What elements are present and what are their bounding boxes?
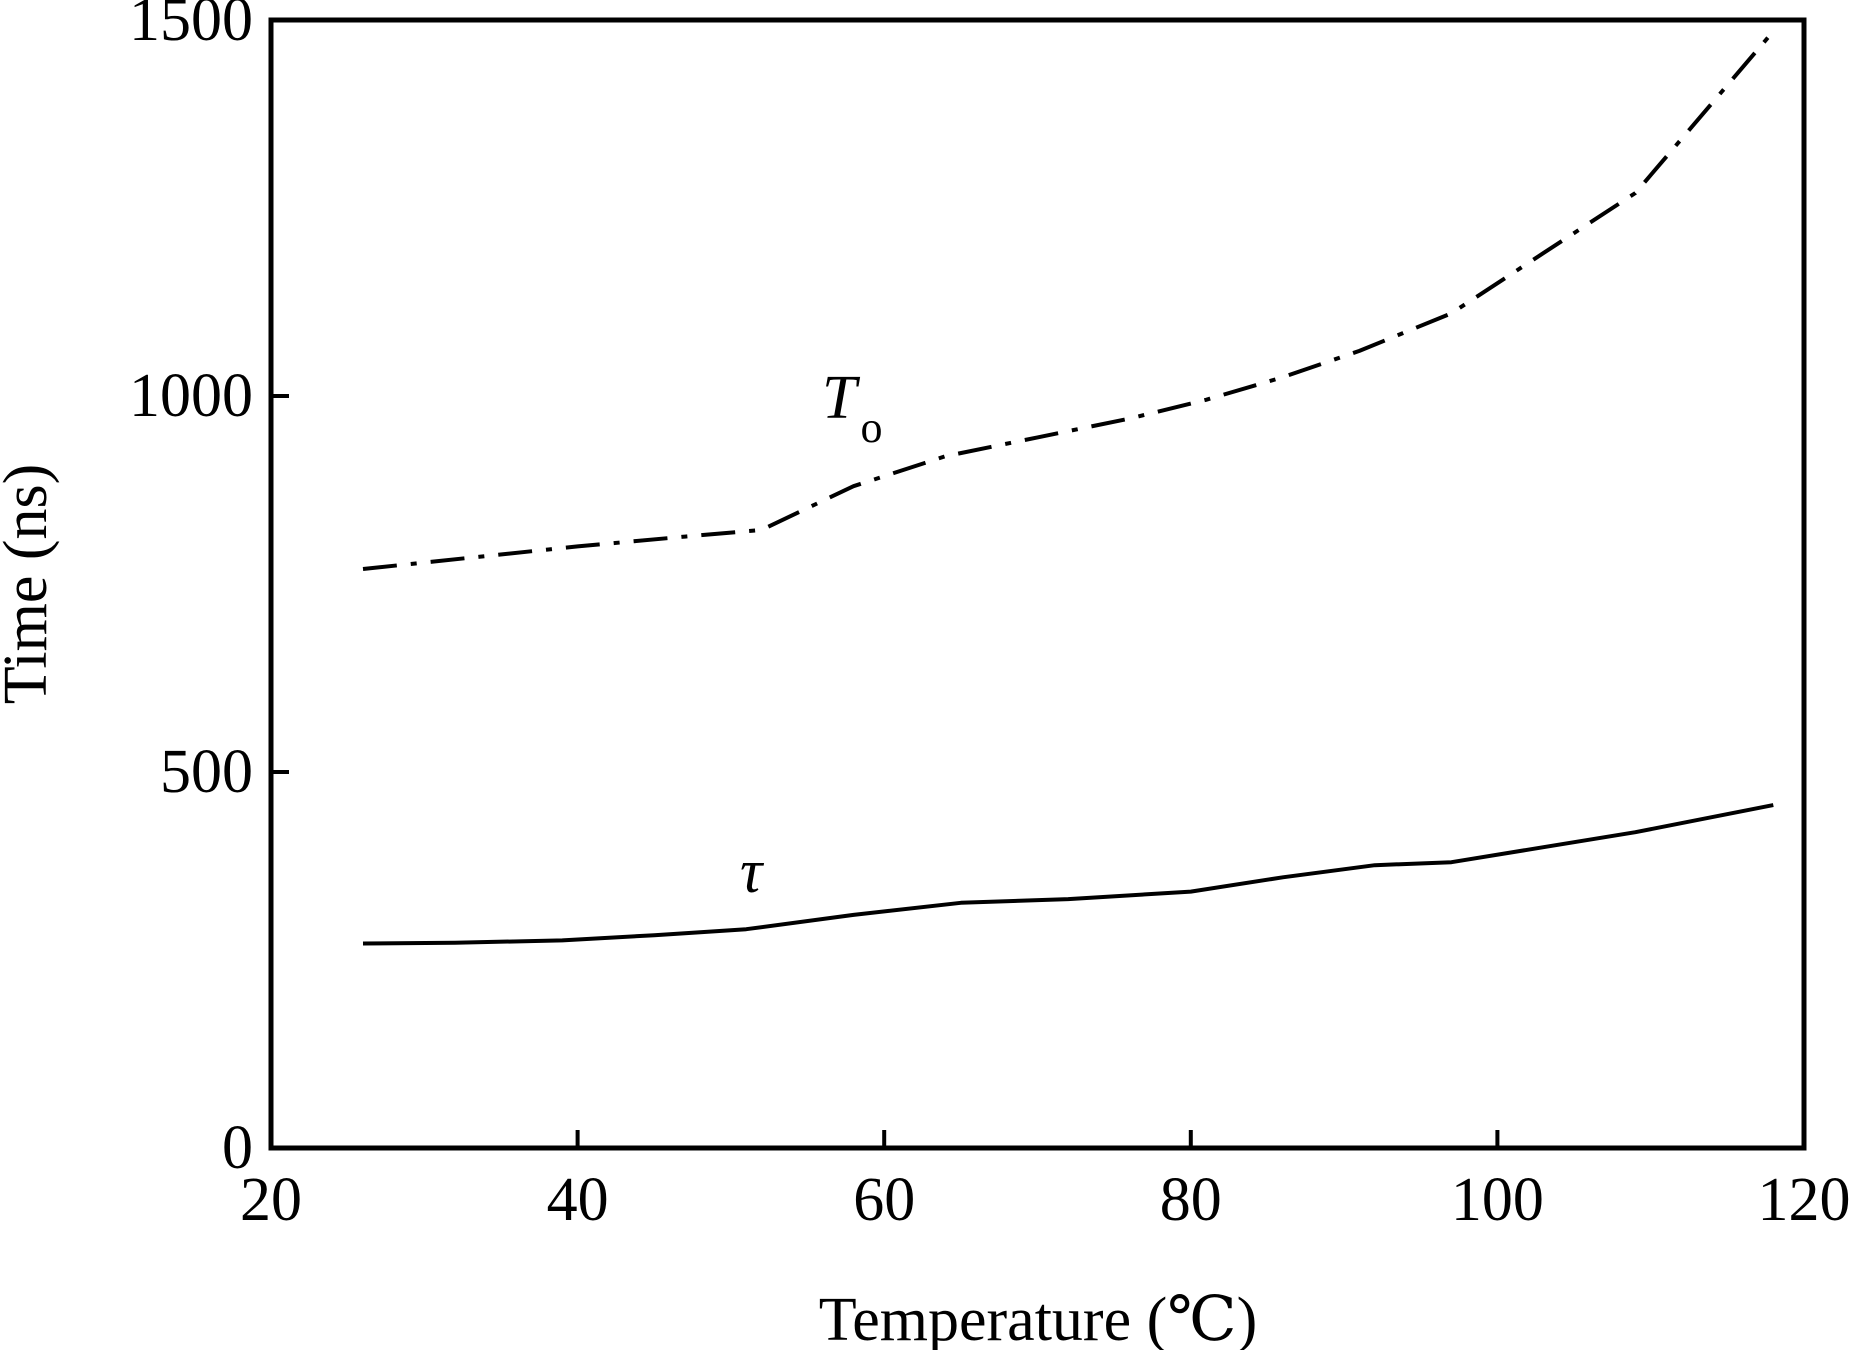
y-tick-label: 500 [160, 738, 253, 806]
y-tick-label: 1000 [129, 362, 253, 430]
x-axis-title: Temperature (℃) [819, 1286, 1258, 1350]
y-tick-label: 1500 [129, 0, 253, 54]
y-axis-title: Time (ns) [0, 464, 60, 705]
y-tick-label: 0 [222, 1114, 253, 1182]
series-label-0: To [822, 364, 882, 452]
series-label-main: τ [740, 838, 765, 906]
x-tick-label: 20 [240, 1166, 302, 1234]
series-label-1: τ [740, 838, 765, 906]
series-label-sub: o [860, 403, 882, 452]
x-tick-label: 40 [547, 1166, 609, 1234]
x-tick-label: 100 [1451, 1166, 1544, 1234]
series-line-0 [362, 30, 1775, 571]
plot-frame [268, 17, 1807, 1151]
x-tick-label: 60 [853, 1166, 915, 1234]
x-tick-label: 120 [1758, 1166, 1849, 1234]
x-tick-label: 80 [1160, 1166, 1222, 1234]
series-line-1 [362, 803, 1774, 946]
series-label-main: T [822, 364, 861, 432]
